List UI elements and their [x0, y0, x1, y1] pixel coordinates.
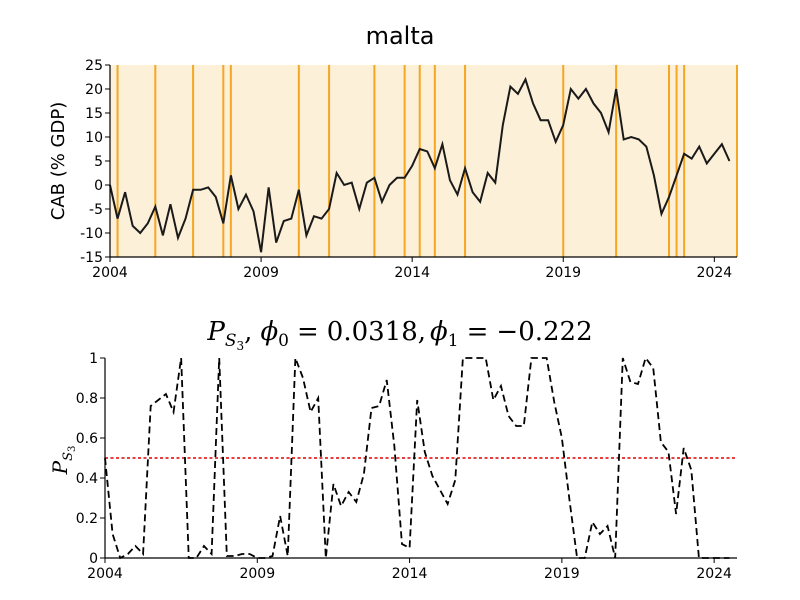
y-tick-label: 0.8: [76, 391, 98, 407]
chart1-ylabel: CAB (% GDP): [48, 102, 69, 221]
x-tick-label: 2019: [544, 566, 580, 582]
y-tick-label: 25: [85, 58, 103, 74]
x-tick-label: 2019: [545, 265, 581, 281]
y-tick-label: 0.6: [76, 431, 98, 447]
chart1-title: malta: [366, 22, 435, 50]
ylabel-p: P: [48, 460, 72, 475]
x-tick-label: 2014: [394, 265, 430, 281]
title-eq0: =: [297, 317, 319, 347]
x-tick-label: 2009: [243, 265, 279, 281]
cab-chart: malta CAB (% GDP) 25 20 15 10 5 0 -5 -10 -15 200…: [48, 22, 738, 281]
y-tick-label: 0.4: [76, 471, 98, 487]
chart1-series-line: [109, 76, 731, 253]
chart2-title: PS3, ϕ0 = 0.0318, ϕ1 = −0.222: [206, 317, 592, 353]
x-tick-label: 2024: [696, 566, 732, 582]
chart2-x-ticks: 2004 2009 2014 2019 2024: [87, 558, 732, 582]
chart2-ylabel: PS3: [48, 446, 78, 476]
title-phi0: ϕ: [260, 317, 278, 347]
x-tick-label: 2014: [392, 566, 428, 582]
chart1-plot-background: [110, 65, 737, 257]
y-tick-label: 20: [85, 82, 103, 98]
y-tick-label: 0: [89, 551, 98, 567]
y-tick-label: -15: [80, 250, 103, 266]
title-sep0: ,: [244, 317, 252, 347]
title-phi1: ϕ: [430, 317, 448, 347]
title-p-sub: S: [225, 331, 237, 351]
chart1-vlines: [116, 65, 738, 257]
x-tick-label: 2004: [87, 566, 123, 582]
y-tick-label: 0.2: [76, 511, 98, 527]
chart1-x-ticks: 2004 2009 2014 2019 2024: [92, 257, 732, 281]
title-eq1: =: [467, 317, 489, 347]
y-tick-label: -5: [89, 202, 103, 218]
title-sep1: ,: [418, 317, 426, 347]
title-phi1-sub: 1: [448, 331, 459, 351]
x-tick-label: 2009: [239, 566, 275, 582]
title-phi0-value: 0.0318: [327, 317, 418, 347]
y-tick-label: 5: [94, 154, 103, 170]
ylabel-p-subsub: 3: [67, 446, 78, 452]
y-tick-label: 1: [89, 351, 98, 367]
title-phi0-sub: 0: [278, 331, 289, 351]
y-tick-label: 10: [85, 130, 103, 146]
y-tick-label: 0: [94, 178, 103, 194]
chart2-y-ticks: 1 0.8 0.6 0.4 0.2 0: [76, 351, 105, 567]
x-tick-label: 2024: [697, 265, 733, 281]
chart2-series-line: [104, 356, 730, 560]
x-tick-label: 2004: [92, 265, 128, 281]
chart1-y-ticks: 25 20 15 10 5 0 -5 -10 -15: [80, 58, 110, 266]
probability-chart: PS3, ϕ0 = 0.0318, ϕ1 = −0.222 PS3 10.80.60.40.…: [48, 317, 737, 582]
title-p-subsub: 3: [237, 339, 245, 353]
title-p: P: [206, 317, 225, 347]
chart2-axes: [104, 358, 737, 559]
title-phi1-value: −0.222: [496, 317, 592, 347]
y-tick-label: -10: [80, 226, 103, 242]
ylabel-p-sub: S: [61, 452, 76, 461]
y-tick-label: 15: [85, 106, 103, 122]
